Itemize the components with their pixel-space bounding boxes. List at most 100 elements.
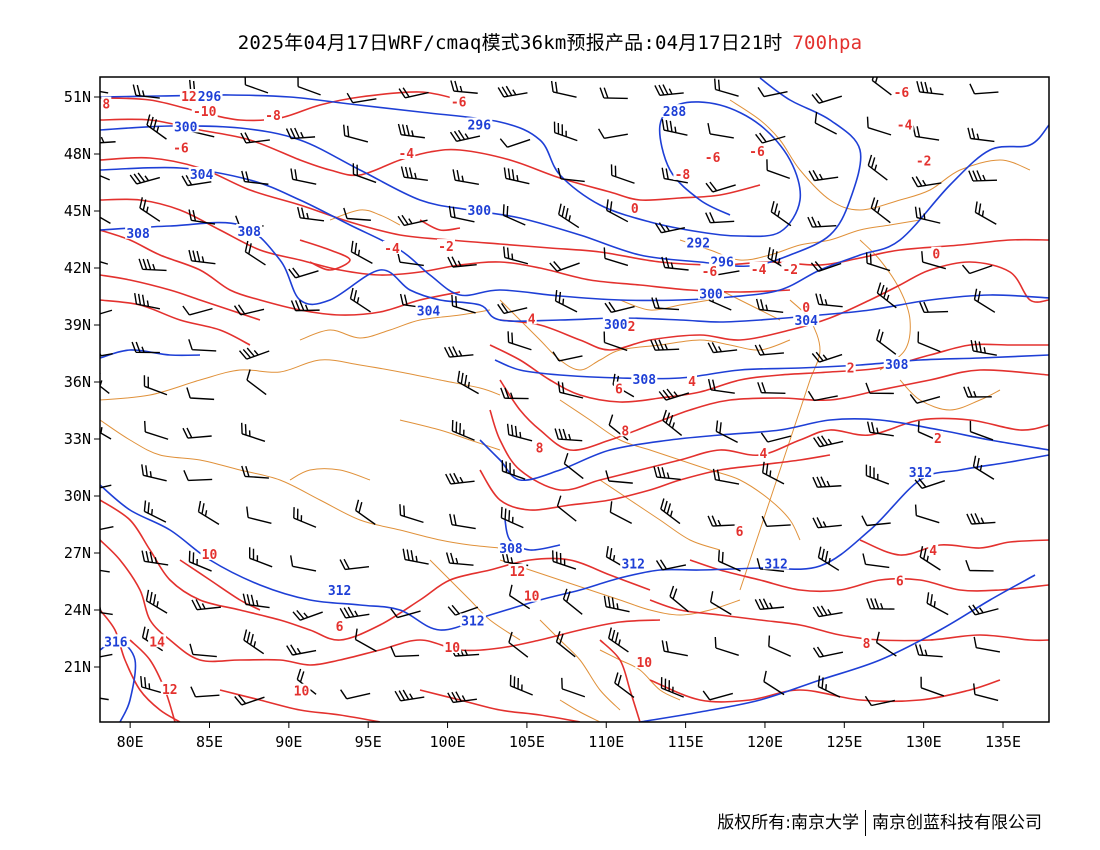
wind-barb xyxy=(100,697,109,701)
temperature-label-bg xyxy=(845,360,856,374)
height-label: 300 xyxy=(468,204,492,219)
boundary-line xyxy=(679,219,921,261)
temperature-label-bg xyxy=(914,153,933,167)
height-label: 312 xyxy=(621,557,644,572)
wind-barb xyxy=(558,203,580,229)
wind-barb xyxy=(100,525,114,531)
longitude-axis: 80E 85E 90E 95E 100E 105E 110E 115E 120E 125E 130E… xyxy=(117,722,1021,751)
temperature-label: 6 xyxy=(896,575,904,590)
wind-barb xyxy=(717,550,741,572)
lon-tick-label: 80E xyxy=(117,733,144,751)
temperature-label: -6 xyxy=(451,96,467,111)
wind-barb xyxy=(339,558,370,571)
wind-barb xyxy=(233,304,265,316)
height-label-bg xyxy=(125,225,152,239)
wind-barb xyxy=(554,290,578,313)
height-label-bg xyxy=(466,203,493,216)
temperature-label: -6 xyxy=(894,86,910,101)
height-label-bg xyxy=(196,89,223,102)
temperature-label: 4 xyxy=(688,375,696,390)
wind-barb xyxy=(757,382,786,395)
height-label: 312 xyxy=(909,466,932,481)
wind-barb xyxy=(343,124,369,143)
wind-barb xyxy=(243,629,265,655)
wind-barb xyxy=(508,584,531,610)
temperature-label: 6 xyxy=(736,525,744,540)
height-label-bg xyxy=(907,465,934,479)
wind-barb xyxy=(447,604,479,616)
temperature-contour-line xyxy=(419,219,461,232)
wind-barb xyxy=(812,517,842,529)
temperature-label-bg xyxy=(748,144,766,158)
temperature-label-bg xyxy=(449,94,468,108)
wind-barb xyxy=(549,261,580,272)
temperature-label: 2 xyxy=(934,432,942,447)
wind-barb xyxy=(755,298,784,313)
temperature-label: 2 xyxy=(628,320,636,335)
wind-barb xyxy=(973,683,999,702)
boundary-line xyxy=(399,419,501,451)
temperature-contour-line xyxy=(489,409,1049,491)
wind-barb xyxy=(451,294,476,314)
temperature-label: 8 xyxy=(102,98,110,113)
wind-barb xyxy=(349,287,371,313)
temperature-label: 10 xyxy=(524,590,540,605)
wind-barb xyxy=(865,464,890,485)
latitude-axis: 51N 48N 45N 42N 39N 36N 33N 30N 27N 24N 21N xyxy=(64,88,100,676)
wind-barb xyxy=(503,167,530,185)
wind-barb xyxy=(131,341,160,354)
chart-title: 2025年04月17日WRF/cmaq模式36km预报产品:04月17日21时 7… xyxy=(0,28,1100,55)
wind-barb xyxy=(241,170,269,185)
wind-barb xyxy=(557,167,585,183)
wind-barb xyxy=(234,694,265,706)
temperature-label: 10 xyxy=(202,548,218,563)
wind-barb xyxy=(188,550,212,572)
temperature-label: -10 xyxy=(193,105,217,120)
temperature-label: -8 xyxy=(265,109,281,124)
map-frame xyxy=(99,76,1050,723)
temperature-contour-line xyxy=(499,369,1049,452)
temperature-label-bg xyxy=(734,524,745,538)
lon-tick-label: 115E xyxy=(668,733,704,751)
wind-barb xyxy=(705,212,735,224)
wind-barb xyxy=(188,249,216,265)
temperature-label: 10 xyxy=(444,641,460,656)
wind-barb xyxy=(553,121,578,142)
wind-barb xyxy=(865,382,894,395)
temperature-label-bg xyxy=(635,655,654,669)
wind-barb xyxy=(509,674,533,696)
wind-barb xyxy=(662,409,683,437)
temperature-contour-line xyxy=(100,539,661,666)
temperature-contour-line xyxy=(649,599,1049,642)
wind-barb xyxy=(817,675,841,698)
wind-barb xyxy=(876,329,897,355)
wind-barb xyxy=(293,507,317,528)
wind-barb xyxy=(875,631,897,657)
temperature-label: 8 xyxy=(863,637,871,652)
wind-barb xyxy=(297,77,321,96)
wind-barb xyxy=(972,455,995,480)
wind-barb xyxy=(449,129,481,142)
wind-barb xyxy=(390,608,421,619)
wind-barb xyxy=(562,588,583,615)
temperature-label-bg xyxy=(443,640,462,653)
lat-tick-label: 30N xyxy=(64,487,91,505)
temperature-label: 12 xyxy=(181,90,197,105)
wind-barb xyxy=(707,515,737,527)
boundary-line xyxy=(719,289,781,321)
height-label: 300 xyxy=(699,288,723,303)
temperature-contour-line xyxy=(100,274,261,321)
boundary-line xyxy=(739,299,821,591)
lon-tick-label: 95E xyxy=(355,733,382,751)
temperature-contour-line xyxy=(100,499,651,641)
wind-barb xyxy=(660,677,685,698)
wind-barb xyxy=(188,209,216,225)
height-label-bg xyxy=(685,235,712,249)
wind-barb xyxy=(866,421,894,437)
temperature-label: -2 xyxy=(438,240,454,255)
temperature-label: 6 xyxy=(615,383,623,398)
wind-barb xyxy=(145,589,168,614)
wind-barb xyxy=(654,222,686,234)
height-label: 300 xyxy=(604,318,628,333)
